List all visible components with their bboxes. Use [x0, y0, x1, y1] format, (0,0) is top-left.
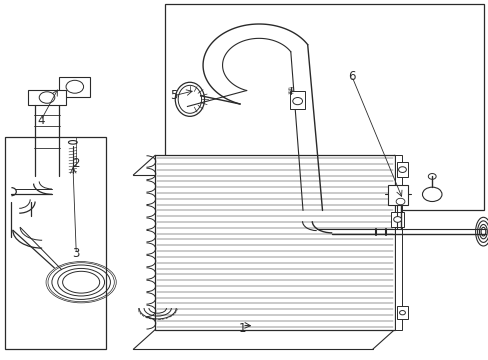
- Circle shape: [422, 187, 441, 202]
- Bar: [387, 185, 407, 205]
- Circle shape: [292, 98, 302, 105]
- Circle shape: [399, 311, 405, 315]
- Text: 4: 4: [37, 114, 44, 127]
- Circle shape: [398, 167, 406, 172]
- Circle shape: [39, 92, 55, 103]
- Text: 3: 3: [72, 247, 80, 260]
- Bar: [290, 91, 305, 109]
- Bar: [4, 137, 105, 349]
- Text: 1: 1: [238, 322, 245, 335]
- Circle shape: [393, 217, 401, 222]
- Text: 5: 5: [170, 89, 177, 102]
- Bar: [390, 212, 404, 226]
- Circle shape: [66, 80, 83, 93]
- Text: 2: 2: [72, 157, 80, 170]
- Bar: [394, 155, 401, 329]
- Bar: [164, 4, 484, 211]
- Bar: [155, 155, 394, 329]
- Bar: [28, 90, 65, 105]
- Bar: [396, 162, 407, 177]
- Bar: [396, 306, 407, 319]
- Text: 6: 6: [347, 69, 355, 82]
- Bar: [59, 77, 90, 97]
